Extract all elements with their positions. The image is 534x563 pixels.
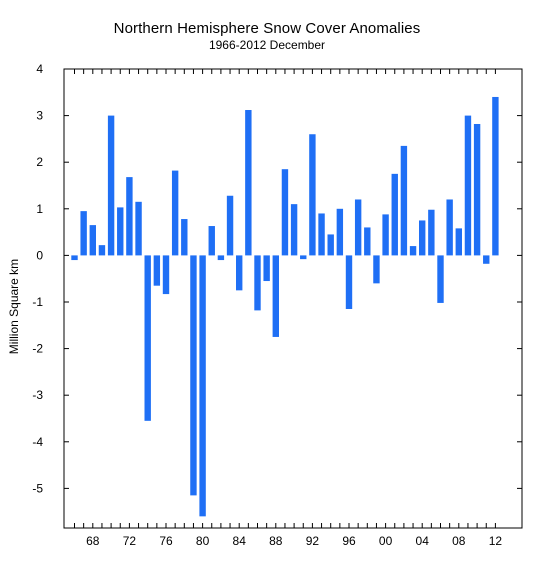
bar-1995 [336,208,344,256]
y-tick-label: -5 [32,481,43,495]
y-tick-label: 0 [36,248,43,262]
bar-1980 [199,255,206,517]
x-tick-label: 96 [342,534,356,548]
bar-2006 [437,255,444,303]
bar-1969 [98,245,106,256]
x-axis: 68 72 76 80 84 88 92 96 00 04 08 12 [74,69,503,548]
bar-2005 [428,209,435,256]
x-tick-label: 08 [452,534,466,548]
y-tick-label: 2 [36,155,43,169]
bar-1979 [190,255,197,496]
bar-1994 [327,234,334,256]
bar-2004 [419,220,426,256]
bar-1997 [354,199,362,256]
bar-1999 [373,255,380,284]
bar-2011 [483,255,490,264]
x-tick-label: 92 [306,534,320,548]
y-tick-label: 1 [36,202,43,216]
x-tick-label: 00 [379,534,393,548]
x-tick-label: 12 [489,534,503,548]
bar-2012 [492,96,499,256]
bar-1996 [345,255,353,309]
bar-1972 [126,177,133,256]
bar-1971 [117,207,124,256]
bar-1982 [217,255,225,261]
x-tick-label: 04 [416,534,430,548]
bar-1987 [263,255,270,282]
x-tick-label: 72 [123,534,137,548]
bar-2008 [455,228,462,256]
bar-1973 [135,201,142,256]
bar-2000 [382,214,389,256]
bar-2007 [446,199,453,256]
bar-2010 [473,123,481,256]
bar-1976 [162,255,170,295]
x-tick-label: 68 [86,534,100,548]
y-tick-label: 3 [36,109,43,123]
bar-1986 [254,255,261,311]
bar-1989 [281,169,289,256]
y-axis-label: Million Square km [7,259,21,354]
bar-2001 [391,173,398,256]
bar-2002 [400,145,408,256]
y-tick-label: -2 [32,342,43,356]
bar-1990 [290,204,298,256]
y-axis: 4 3 2 1 0 -1 -2 -3 -4 -5 [32,62,522,495]
chart-title: Northern Hemisphere Snow Cover Anomalies [113,20,421,37]
bar-1991 [300,255,307,260]
y-tick-label: -4 [32,435,43,449]
bar-1988 [272,255,279,337]
bar-1998 [364,227,371,256]
y-tick-label: -1 [32,295,43,309]
bar-1984 [236,255,243,291]
bar-1968 [89,225,96,256]
bar-1975 [153,255,161,286]
bar-2009 [464,115,472,256]
bar-1974 [144,255,151,421]
y-tick-label: 4 [36,62,43,76]
bar-1992 [309,134,316,256]
x-tick-label: 84 [233,534,247,548]
bar-1978 [181,219,188,256]
x-tick-label: 80 [196,534,210,548]
bar-1970 [107,115,115,256]
bar-1966 [71,255,78,261]
bar-1993 [318,213,325,256]
bar-1967 [80,211,87,256]
bar-1977 [171,170,179,256]
y-tick-label: -3 [32,388,43,402]
bar-2003 [409,246,417,256]
x-tick-label: 88 [269,534,283,548]
bar-1983 [226,195,234,256]
bar-1985 [245,110,252,256]
bars-group [71,96,499,517]
chart-subtitle: 1966-2012 December [208,38,326,52]
bar-1981 [208,226,215,256]
x-tick-label: 76 [159,534,173,548]
plot-frame [63,68,523,529]
